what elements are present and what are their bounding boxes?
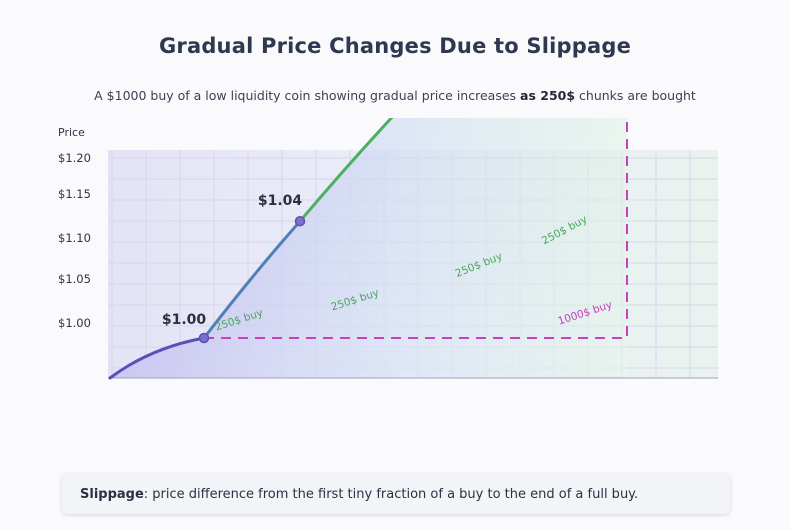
- y-tick-label: $1.10: [58, 231, 91, 245]
- marks-layer: [198, 215, 306, 344]
- y-tick-label: $1.15: [58, 187, 91, 201]
- subtitle-text-start: A $1000 buy of a low liquidity coin show…: [94, 88, 521, 103]
- area-layer: [108, 118, 718, 379]
- price-label: $1.00: [162, 312, 207, 328]
- price-label: $1.04: [258, 193, 303, 209]
- data-point: [294, 215, 306, 227]
- definition-term: Slippage: [80, 486, 144, 502]
- chart-subtitle: A $1000 buy of a low liquidity coin show…: [0, 88, 790, 103]
- price-curve-start: [108, 336, 206, 380]
- y-tick-label: $1.00: [58, 316, 91, 330]
- y-axis-label: Price: [58, 126, 85, 139]
- price-curve-buys: [298, 118, 394, 223]
- chart-title: Gradual Price Changes Due to Slippage: [158, 34, 632, 58]
- subtitle-text-end: chunks are bought: [575, 88, 696, 103]
- slippage-definition-box: Slippage: price difference from the firs…: [62, 474, 730, 514]
- data-point: [198, 332, 210, 344]
- subtitle-highlight: as 250$: [520, 88, 576, 103]
- y-tick-label: $1.20: [58, 151, 91, 165]
- y-axis: Price $1.00 $1.05 $1.10 $1.15 $1.20: [58, 126, 91, 330]
- price-area-fade: [110, 118, 627, 378]
- lines-layer: [108, 118, 394, 380]
- dashes-layer: [204, 118, 628, 339]
- price-curve-first-buy: [202, 219, 302, 340]
- definition-text: : price difference from the first tiny f…: [143, 486, 639, 502]
- y-tick-label: $1.05: [58, 272, 91, 286]
- total-buy-dashed-line: [204, 118, 628, 339]
